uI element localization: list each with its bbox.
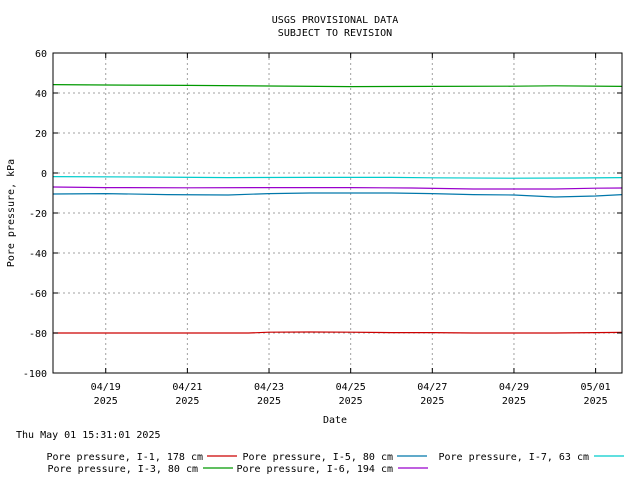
timestamp: Thu May 01 15:31:01 2025: [16, 430, 161, 441]
legend-entry-label: Pore pressure, I-5, 80 cm: [242, 452, 393, 463]
x-tick-label-year: 2025: [584, 396, 608, 407]
x-tick-label: 04/25: [336, 382, 366, 393]
x-axis-label: Date: [323, 415, 347, 426]
x-tick-label-year: 2025: [94, 396, 118, 407]
ticks: -100 -80 -60 -40 -20 0 20 40 60 04/19 2025 04/21 202…: [23, 49, 622, 407]
y-tick-label: 40: [35, 89, 47, 100]
y-axis-label: Pore pressure, kPa: [6, 159, 17, 267]
series-line-4: [52, 186, 623, 190]
legend-entry-label: Pore pressure, I-1, 178 cm: [46, 452, 203, 463]
y-tick-label: 20: [35, 129, 47, 140]
y-tick-label: -100: [23, 369, 47, 380]
x-tick-label-year: 2025: [420, 396, 444, 407]
series-line-5: [52, 176, 623, 179]
x-tick-label-year: 2025: [175, 396, 199, 407]
series-line-3: [52, 192, 623, 198]
legend-entry-label: Pore pressure, I-6, 194 cm: [236, 464, 393, 475]
legend: Pore pressure, I-1, 178 cm Pore pressure,…: [46, 452, 624, 475]
y-tick-label: -80: [29, 329, 47, 340]
labels: USGS PROVISIONAL DATA SUBJECT TO REVISIO…: [6, 15, 398, 441]
grid: [53, 53, 622, 373]
chart-title-line-1: USGS PROVISIONAL DATA: [272, 15, 398, 26]
x-tick-label-year: 2025: [257, 396, 281, 407]
x-tick-label-year: 2025: [339, 396, 363, 407]
x-tick-label: 04/29: [499, 382, 529, 393]
chart-title-line-2: SUBJECT TO REVISION: [278, 28, 392, 39]
x-tick-label: 05/01: [581, 382, 611, 393]
x-tick-label-year: 2025: [502, 396, 526, 407]
x-tick-label: 04/23: [254, 382, 284, 393]
series-line-1: [53, 331, 623, 334]
y-tick-label: -40: [29, 249, 47, 260]
legend-entry-label: Pore pressure, I-7, 63 cm: [438, 452, 589, 463]
y-tick-label: -20: [29, 209, 47, 220]
x-tick-label: 04/21: [172, 382, 202, 393]
y-tick-label: 0: [41, 169, 47, 180]
x-tick-label: 04/19: [91, 382, 121, 393]
x-tick-label: 04/27: [417, 382, 447, 393]
y-tick-label: -60: [29, 289, 47, 300]
series-layer: [52, 84, 623, 334]
y-tick-label: 60: [35, 49, 47, 60]
series-line-2: [52, 84, 623, 88]
legend-entry-label: Pore pressure, I-3, 80 cm: [47, 464, 198, 475]
